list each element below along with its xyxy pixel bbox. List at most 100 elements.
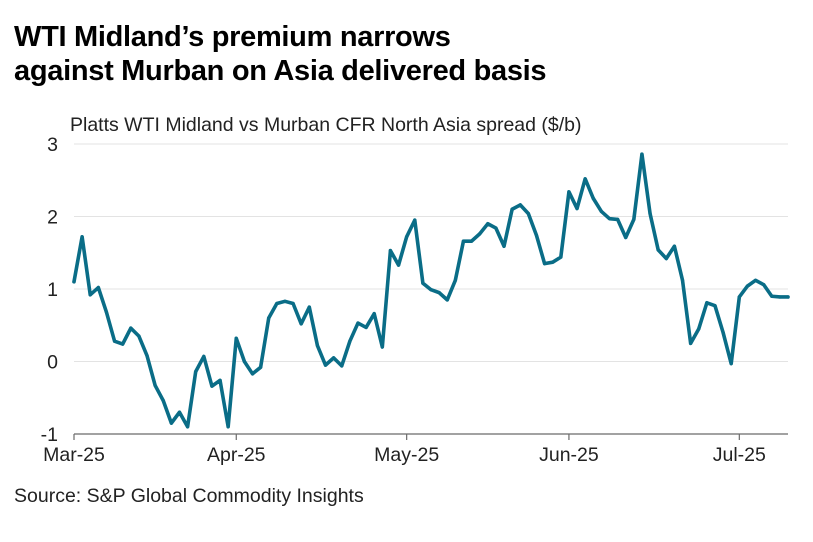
x-tick-label: Jun-25: [539, 444, 599, 466]
data-point: [283, 299, 287, 303]
data-point: [299, 322, 303, 326]
y-tick-label: 0: [47, 352, 58, 374]
source-note: Source: S&P Global Commodity Insights: [14, 485, 364, 507]
data-point: [169, 421, 173, 425]
data-point: [121, 342, 125, 346]
data-point: [672, 244, 677, 248]
data-point: [721, 330, 725, 335]
data-point: [518, 203, 522, 207]
data-point: [534, 233, 539, 237]
data-point: [242, 359, 246, 364]
data-point: [307, 305, 311, 309]
data-point: [713, 304, 717, 308]
data-point: [72, 280, 76, 284]
data-point: [478, 232, 482, 236]
data-point: [526, 212, 530, 216]
data-point: [202, 354, 206, 359]
data-point: [770, 294, 774, 298]
x-tick-label: Mar-25: [43, 444, 105, 466]
data-point: [356, 321, 360, 325]
data-point: [332, 356, 336, 360]
data-point: [591, 196, 595, 200]
data-point: [194, 370, 198, 374]
data-point: [185, 425, 190, 429]
data-point: [210, 384, 214, 388]
data-point: [737, 295, 741, 299]
data-point: [559, 255, 563, 259]
data-point: [405, 235, 409, 239]
data-point: [437, 291, 441, 295]
data-point: [88, 293, 92, 297]
chart-title-line-2: against Murban on Asia delivered basis: [14, 55, 547, 87]
data-point: [486, 222, 490, 226]
data-point: [469, 239, 474, 243]
y-tick-label: 2: [47, 207, 58, 229]
data-point: [421, 281, 425, 285]
data-point: [786, 295, 790, 299]
chart-title: WTI Midland’s premium narrows against Mu…: [14, 20, 547, 88]
data-point: [259, 365, 263, 369]
x-tick-label: Jul-25: [713, 444, 766, 466]
data-point: [461, 239, 466, 243]
data-point: [323, 363, 328, 367]
data-point: [689, 341, 693, 345]
data-point: [445, 298, 449, 302]
y-tick-label: 1: [47, 279, 58, 301]
data-point: [753, 278, 758, 282]
data-point: [429, 288, 433, 292]
chart-title-line-1: WTI Midland’s premium narrows: [14, 21, 451, 53]
data-point: [315, 343, 320, 348]
data-point: [161, 399, 165, 403]
data-point: [575, 206, 579, 211]
data-point: [218, 378, 222, 382]
data-point: [705, 301, 709, 305]
y-tick-label: 3: [47, 134, 58, 156]
data-point: [348, 339, 352, 343]
data-point: [380, 345, 384, 349]
data-point: [413, 218, 417, 222]
data-point: [104, 310, 109, 314]
data-point: [567, 190, 571, 194]
data-point: [129, 326, 133, 330]
data-point: [145, 354, 149, 358]
data-point: [542, 262, 547, 266]
data-point: [372, 312, 376, 316]
data-point: [607, 217, 612, 221]
data-point: [599, 209, 603, 214]
data-point: [226, 425, 230, 429]
data-point: [291, 301, 295, 306]
data-point: [616, 217, 620, 221]
chart-subtitle: Platts WTI Midland vs Murban CFR North A…: [70, 114, 582, 136]
data-point: [153, 383, 157, 388]
data-point: [112, 339, 117, 343]
data-point: [648, 212, 652, 216]
data-point: [267, 316, 271, 320]
data-point: [778, 295, 782, 299]
data-point: [656, 248, 660, 252]
data-point: [729, 362, 733, 366]
data-point: [551, 260, 555, 264]
data-point: [80, 235, 84, 239]
data-point: [275, 301, 279, 306]
data-point: [340, 364, 344, 368]
data-point: [680, 278, 685, 282]
data-point: [388, 248, 393, 253]
data-point: [583, 177, 587, 181]
data-point: [745, 284, 750, 288]
data-point: [510, 207, 514, 211]
y-tick-label: -1: [41, 424, 58, 446]
data-point: [177, 410, 182, 414]
data-point: [396, 263, 401, 267]
data-point: [624, 235, 628, 240]
data-point: [364, 325, 368, 330]
data-point: [632, 217, 636, 221]
data-point: [137, 334, 141, 338]
data-point: [664, 256, 668, 261]
data-point: [697, 327, 701, 331]
data-point: [762, 283, 766, 287]
data-point: [640, 152, 644, 156]
data-point: [453, 278, 457, 282]
data-point: [502, 244, 506, 248]
data-point: [234, 336, 238, 340]
